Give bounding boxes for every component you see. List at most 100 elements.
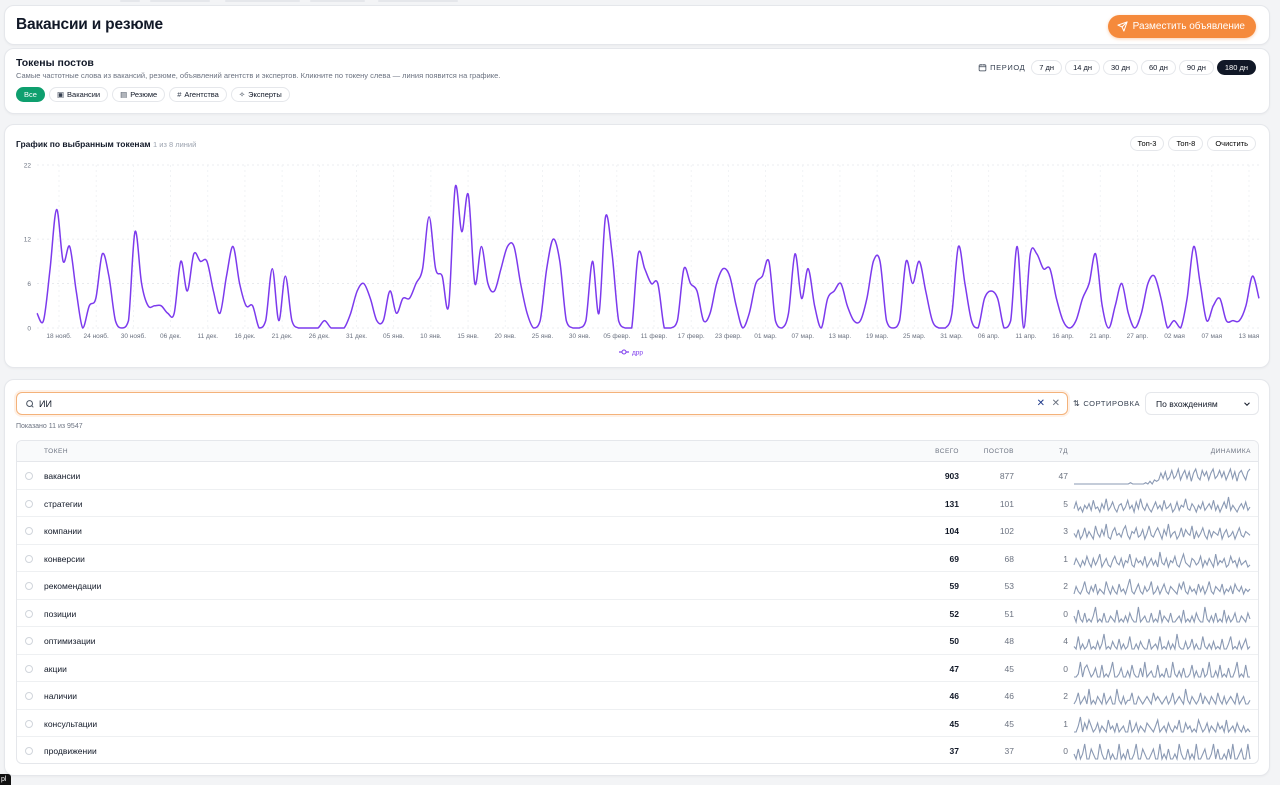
row-select-radio[interactable] [25,747,33,755]
chevron-down-icon [1244,402,1250,406]
row-select-radio[interactable] [25,582,33,590]
x-tick-label: 01 мар. [754,333,777,340]
table-row[interactable]: оптимизации 50 48 4 [17,627,1258,655]
document-icon: ▤ [120,90,128,99]
table-row[interactable]: стратегии 131 101 5 [17,490,1258,517]
row-select-radio[interactable] [25,609,33,618]
clear-chart-button[interactable]: Очистить [1207,136,1256,151]
close-search-icon[interactable]: ✕ [1051,398,1060,409]
sparkline [1073,496,1251,514]
d7-cell: 2 [1063,581,1068,591]
period-60d[interactable]: 60 дн [1140,60,1176,75]
sort-label: ⇅ СОРТИРОВКА [1073,399,1140,408]
x-tick-label: 10 янв. [420,333,442,340]
row-select-radio[interactable] [25,664,33,673]
filter-all[interactable]: Все [16,87,45,102]
table-row[interactable]: позиции 52 51 0 [17,600,1258,627]
clear-search-icon[interactable]: ✕ [1036,398,1045,409]
token-table: ТОКЕН ВСЕГО ПОСТОВ 7Д ДИНАМИКА вакансии 9… [16,440,1259,764]
filter-agencies-label: Агентства [184,90,219,99]
posts-cell: 37 [1004,746,1014,756]
table-row[interactable]: конверсии 69 68 1 [17,545,1258,572]
row-select-radio[interactable] [25,719,33,728]
d7-cell: 4 [1063,636,1068,646]
table-row[interactable]: акции 47 45 0 [17,655,1258,682]
table-row[interactable]: рекомендации 59 53 2 [17,572,1258,600]
calendar-icon [978,64,987,72]
period-90d[interactable]: 90 дн [1178,60,1214,75]
x-tick-label: 15 янв. [457,333,479,340]
hash-icon: # [177,90,182,99]
sparkline [1074,716,1251,734]
header-card: Вакансии и резюме Разместить объявление [4,5,1270,45]
top8-button[interactable]: Топ-8 [1168,136,1204,151]
y-tick-label: 12 [24,237,32,244]
total-cell: 45 [949,718,959,729]
table-row[interactable]: вакансии 903 877 47 [17,462,1258,490]
table-row[interactable]: наличии 46 46 2 [17,682,1258,710]
d7-cell: 1 [1063,553,1068,564]
row-select-radio[interactable] [25,527,33,535]
filter-vacancies[interactable]: ▣ Вакансии [48,87,109,102]
tokens-title: Токены постов [16,57,94,69]
sparkline-path [1073,496,1251,514]
top3-button[interactable]: Топ-3 [1129,136,1165,151]
x-tick-label: 05 янв. [383,333,405,340]
x-tick-label: 16 дек. [234,333,255,340]
token-cell: рекомендации [44,581,102,591]
row-select-radio[interactable] [25,637,33,645]
search-box: ✕ ✕ [16,392,1068,415]
sparkline-path [1073,523,1251,541]
sparkline [1074,466,1251,485]
period-selector: ПЕРИОД 7 дн 14 дн 30 дн 60 дн 90 дн 180 … [978,60,1256,75]
d7-cell: 3 [1063,526,1068,536]
y-tick-label: 0 [27,326,31,333]
filter-agencies[interactable]: # Агентства [169,87,227,102]
x-tick-label: 31 дек. [346,333,367,340]
token-table-card: ✕ ✕ ⇅ СОРТИРОВКА По вхождениям Показано … [4,379,1270,776]
period-30d[interactable]: 30 дн [1103,60,1138,75]
post-ad-button[interactable]: Разместить объявление [1107,15,1256,38]
total-cell: 46 [949,691,959,701]
col-dynamics: ДИНАМИКА [1210,448,1251,455]
x-tick-label: 07 мар. [791,333,814,340]
legend-marker [621,349,627,355]
row-select-radio[interactable] [25,554,33,563]
posts-cell: 53 [1004,581,1014,591]
posts-cell: 45 [1004,718,1014,729]
token-cell: позиции [44,608,77,619]
row-select-radio[interactable] [25,472,33,480]
token-cell: компании [44,526,82,536]
x-tick-label: 07 мая [1201,333,1222,340]
sparkline [1073,551,1251,569]
type-filters: Все ▣ Вакансии ▤ Резюме # Агентства ✧ Экспер… [16,87,290,102]
x-tick-label: 06 апр. [978,333,1000,340]
col-7d: 7Д [1058,448,1068,455]
chart-card: График по выбранным токенам 1 из 8 линий… [4,124,1270,368]
x-tick-label: 19 мар. [866,333,889,340]
chart-title: График по выбранным токенам [16,139,151,149]
sort-select[interactable]: По вхождениям [1145,392,1259,415]
period-180d[interactable]: 180 дн [1216,60,1256,75]
token-cell: продвижении [44,746,97,756]
x-tick-label: 13 мая [1239,333,1260,340]
row-select-radio[interactable] [25,692,33,700]
filter-experts[interactable]: ✧ Эксперты [230,87,290,102]
period-14d[interactable]: 14 дн [1065,60,1101,75]
posts-cell: 48 [1004,636,1014,646]
x-tick-label: 23 февр. [715,333,742,340]
sparkline-path [1073,633,1251,651]
table-row[interactable]: продвижении 37 37 0 [17,737,1258,763]
table-row[interactable]: консультации 45 45 1 [17,710,1258,737]
search-input[interactable] [39,396,999,412]
period-label-text: ПЕРИОД [990,63,1026,72]
table-row[interactable]: компании 104 102 3 [17,517,1258,545]
posts-cell: 51 [1004,608,1014,619]
filter-resumes[interactable]: ▤ Резюме [112,87,166,102]
period-7d[interactable]: 7 дн [1031,60,1063,75]
row-select-radio[interactable] [25,499,33,508]
d7-cell: 5 [1063,498,1068,509]
post-ad-label: Разместить объявление [1132,21,1245,32]
chart-subtitle: 1 из 8 линий [153,140,197,149]
posts-cell: 101 [999,498,1014,509]
